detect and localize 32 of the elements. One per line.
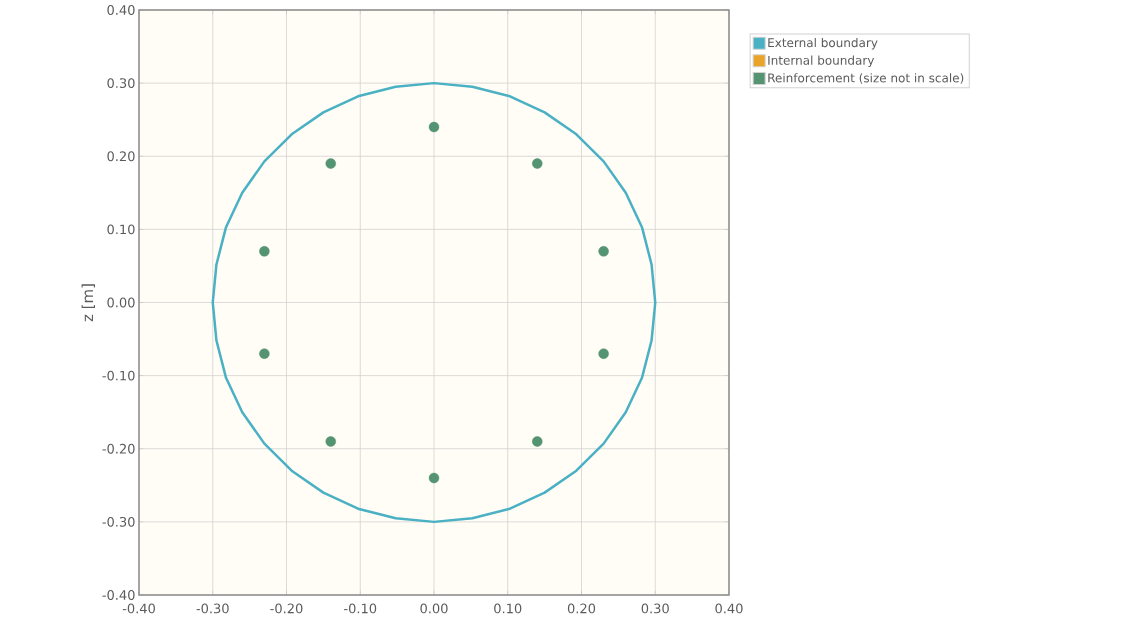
y-axis-title: z [m] <box>81 284 95 322</box>
y-tick-label: 0.10 <box>107 224 135 235</box>
point <box>325 436 336 447</box>
point <box>428 472 440 484</box>
x-tick-label: -0.10 <box>344 603 377 614</box>
x-tick-label: 0.20 <box>567 603 596 614</box>
point <box>259 348 270 359</box>
y-tick-label: 0.40 <box>107 5 135 15</box>
y-tick-label: -0.10 <box>102 370 135 381</box>
x-tick-label: -0.20 <box>270 603 303 614</box>
legend-label: Reinforcement (size not in scale) <box>768 73 964 84</box>
x-tick-label: -0.30 <box>196 603 229 614</box>
x-tick-label: 0.30 <box>641 603 669 614</box>
x-tick-label: 0.00 <box>420 603 448 614</box>
y-tick-label: 0.30 <box>107 78 135 89</box>
x-tick-label: 0.10 <box>494 603 522 614</box>
point <box>532 436 543 447</box>
point <box>428 121 440 133</box>
y-tick-label: -0.40 <box>102 590 135 600</box>
point <box>259 246 270 257</box>
point <box>598 246 609 257</box>
point <box>598 348 609 359</box>
point <box>325 158 336 169</box>
point <box>532 158 543 169</box>
y-tick-label: -0.30 <box>102 516 135 527</box>
y-tick-label: 0.20 <box>107 151 135 162</box>
x-tick-label: 0.40 <box>715 603 743 614</box>
legend-label: Internal boundary <box>768 55 875 68</box>
x-tick-label: -0.40 <box>122 603 155 614</box>
legend-label: External boundary <box>768 37 878 50</box>
y-tick-label: -0.20 <box>102 443 135 454</box>
y-tick-label: 0.00 <box>107 297 135 308</box>
